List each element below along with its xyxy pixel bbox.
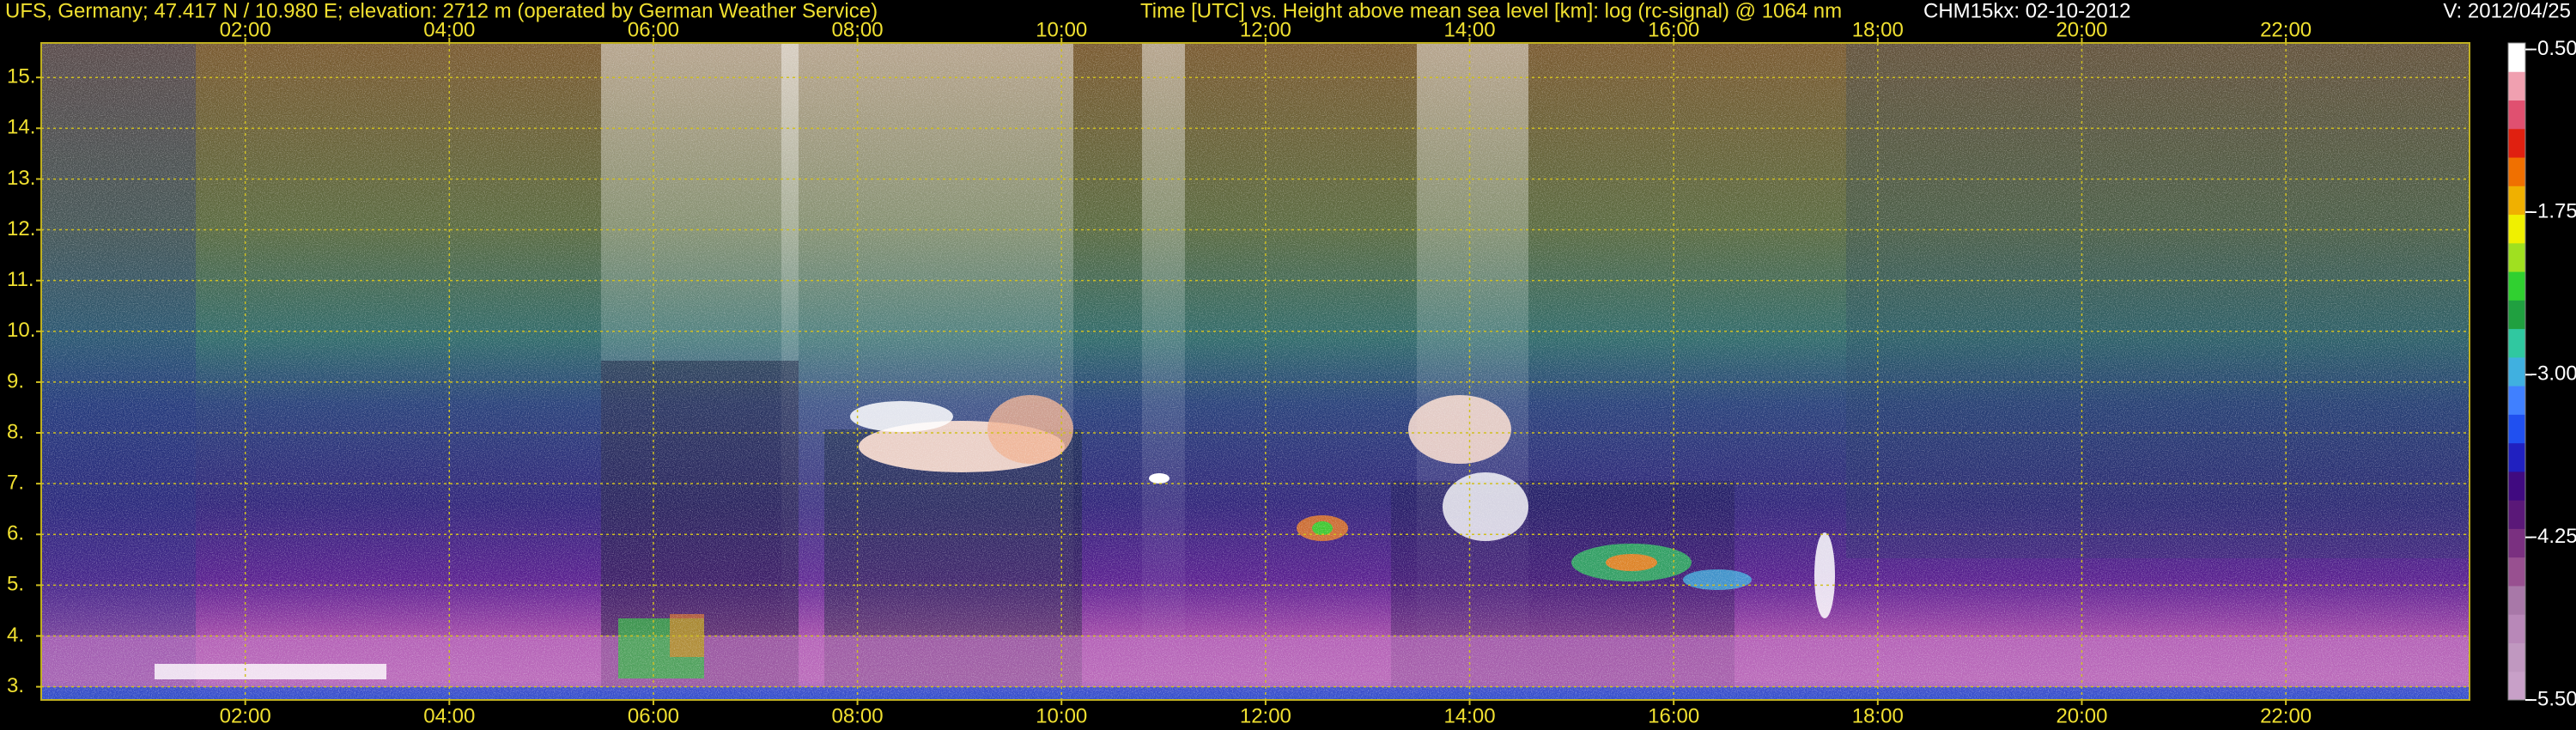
colorbar-swatch [2508, 557, 2525, 587]
colorbar-tick-label: -4.25 [2530, 525, 2576, 548]
colorbar-swatch [2508, 300, 2525, 330]
y-tick-label: 12. [7, 217, 35, 240]
colorbar-swatch [2508, 157, 2525, 186]
x-tick-label-top: 20:00 [2056, 18, 2107, 41]
y-tick-label: 9. [7, 369, 24, 392]
instrument-label: CHM15kx: 02-10-2012 [1923, 0, 2130, 22]
colorbar-swatch [2508, 214, 2525, 244]
colorbar-tick-label: -5.50 [2530, 687, 2576, 710]
x-tick-label: 08:00 [832, 704, 884, 727]
x-tick-label: 18:00 [1852, 704, 1904, 727]
x-tick-label: 10:00 [1036, 704, 1087, 727]
colorbar-swatch [2508, 356, 2525, 386]
colorbar-swatch [2508, 328, 2525, 358]
x-tick-label-top: 10:00 [1036, 18, 1087, 41]
colorbar-swatch [2508, 442, 2525, 472]
y-tick-label: 7. [7, 471, 24, 494]
colorbar-swatch [2508, 614, 2525, 643]
y-tick-label: 13. [7, 167, 35, 190]
x-tick-label-top: 22:00 [2260, 18, 2312, 41]
backscatter-image [41, 43, 2470, 700]
colorbar-swatch [2508, 414, 2525, 444]
x-tick-label-top: 04:00 [423, 18, 475, 41]
version-label: V: 2012/04/25 [2443, 0, 2571, 22]
colorbar-swatch [2508, 43, 2525, 72]
colorbar-swatch [2508, 471, 2525, 501]
y-tick-label: 3. [7, 674, 24, 697]
colorbar-swatch [2508, 528, 2525, 558]
y-tick-label: 6. [7, 522, 24, 545]
x-tick-label: 22:00 [2260, 704, 2312, 727]
x-tick-label: 02:00 [220, 704, 271, 727]
x-tick-label: 16:00 [1648, 704, 1699, 727]
x-tick-label-top: 16:00 [1648, 18, 1699, 41]
colorbar-swatch [2508, 128, 2525, 158]
y-tick-label: 10. [7, 319, 35, 342]
y-tick-label: 11. [7, 268, 34, 291]
colorbar-swatch [2508, 71, 2525, 101]
colorbar-swatch [2508, 100, 2525, 130]
colorbar-swatch [2508, 271, 2525, 301]
colorbar-tick-label: -3.00 [2530, 362, 2576, 386]
colorbar-frame [2507, 42, 2526, 701]
chart-title: UFS, Germany; 47.417 N / 10.980 E; eleva… [5, 0, 878, 22]
y-tick-label: 5. [7, 573, 24, 596]
x-tick-label: 20:00 [2056, 704, 2107, 727]
y-tick-label: 4. [7, 624, 24, 647]
chart-subtitle: Time [UTC] vs. Height above mean sea lev… [1140, 0, 1842, 22]
y-tick-label: 8. [7, 420, 24, 443]
colorbar-swatch [2508, 242, 2525, 272]
y-tick-label: 14. [7, 116, 35, 139]
y-tick-label: 15. [7, 65, 35, 88]
x-tick-label-top: 06:00 [628, 18, 679, 41]
colorbar-tick-label: -1.75 [2530, 199, 2576, 222]
colorbar-swatch [2508, 500, 2525, 529]
colorbar-swatch [2508, 186, 2525, 216]
x-tick-label: 04:00 [423, 704, 475, 727]
plot-frame [40, 42, 2470, 701]
x-tick-label: 14:00 [1443, 704, 1495, 727]
x-tick-label-top: 14:00 [1443, 18, 1495, 41]
x-tick-label-top: 02:00 [220, 18, 271, 41]
x-tick-label-top: 18:00 [1852, 18, 1904, 41]
colorbar-swatch [2508, 642, 2525, 672]
colorbar-swatch [2508, 386, 2525, 415]
colorbar-swatch [2508, 585, 2525, 615]
x-tick-label: 06:00 [628, 704, 679, 727]
colorbar-tick-label: -0.50 [2530, 37, 2576, 60]
x-tick-label: 12:00 [1240, 704, 1291, 727]
x-tick-label-top: 12:00 [1240, 18, 1291, 41]
colorbar-swatch [2508, 671, 2525, 701]
x-tick-label-top: 08:00 [832, 18, 884, 41]
